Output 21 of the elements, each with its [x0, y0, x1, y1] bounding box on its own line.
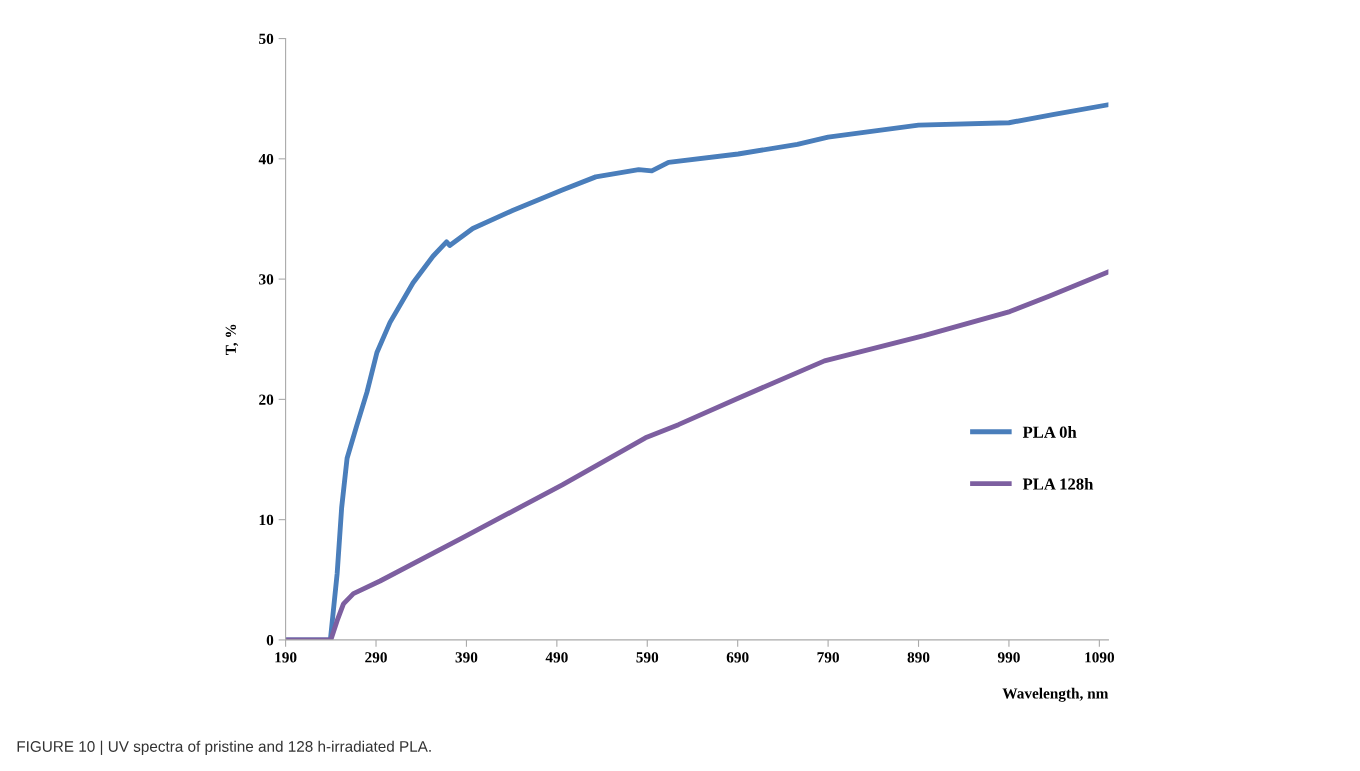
x-axis-title: Wavelength, nm [1002, 687, 1109, 702]
x-tick-label: 690 [726, 652, 749, 663]
y-tick-label: 40 [258, 153, 274, 165]
x-tick-label: 190 [275, 652, 297, 663]
y-tick-label: 0 [266, 635, 274, 646]
y-tick-label: 30 [259, 274, 274, 285]
x-tick-label: 490 [545, 652, 568, 663]
x-tick-label: 590 [636, 652, 659, 663]
y-tick-label: 10 [259, 514, 274, 526]
x-tick-label: 790 [817, 652, 839, 663]
x-tick-label: 390 [455, 652, 478, 663]
legend-label: PLA 128h [1022, 477, 1094, 490]
x-tick-label: 290 [365, 652, 387, 663]
y-tick-label: 20 [259, 394, 274, 405]
x-tick-label: 1090 [1085, 652, 1115, 663]
y-axis-title: T, % [225, 324, 239, 355]
x-tick-label: 890 [907, 652, 930, 663]
y-tick-label: 50 [259, 33, 274, 44]
legend-label: PLA 0h [1022, 426, 1077, 438]
caption: FIGURE 10 | UV spectra of pristine and 128 h-irradiated PLA. [17, 740, 431, 755]
x-tick-label: 990 [997, 652, 1020, 663]
